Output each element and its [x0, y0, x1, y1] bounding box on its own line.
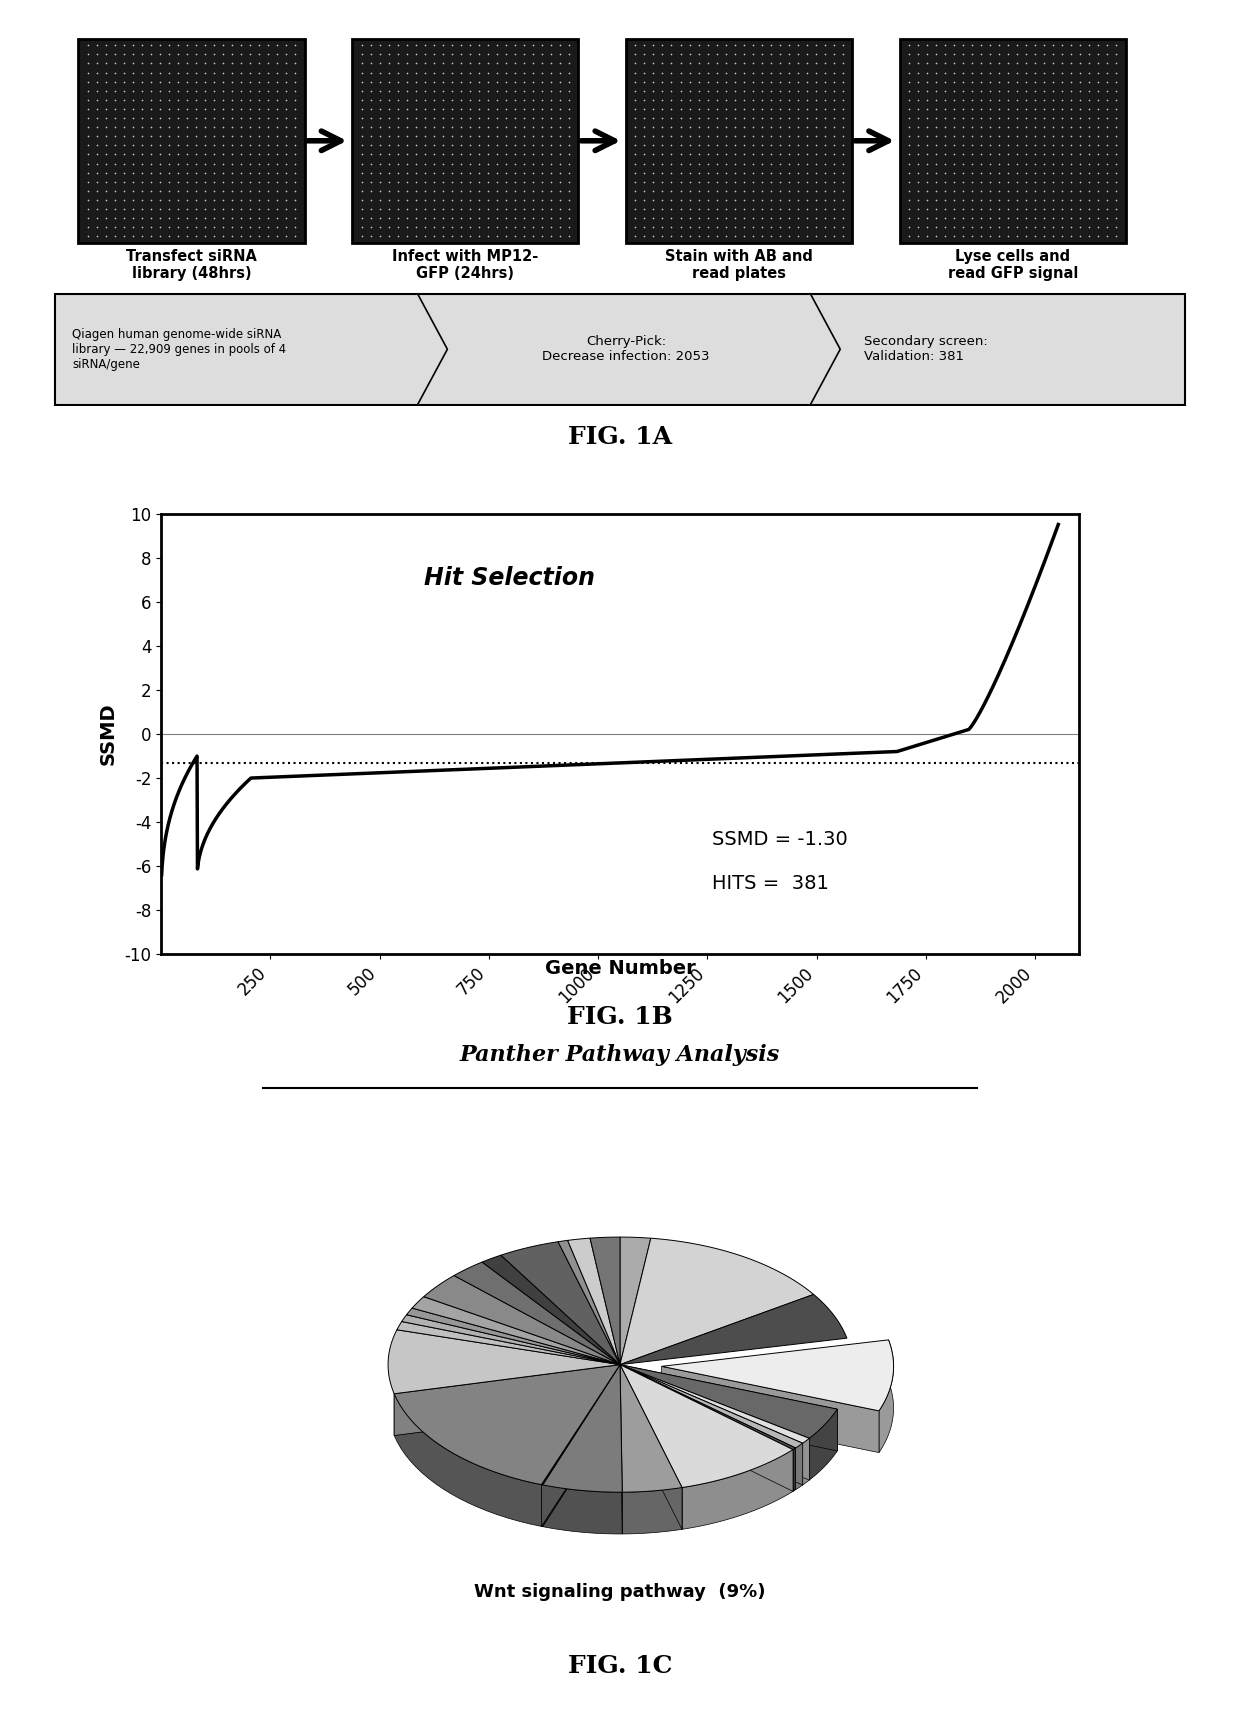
Polygon shape: [620, 1364, 802, 1485]
Polygon shape: [543, 1364, 620, 1527]
Polygon shape: [620, 1364, 796, 1490]
Polygon shape: [620, 1364, 802, 1447]
Polygon shape: [402, 1314, 620, 1364]
Polygon shape: [407, 1309, 620, 1364]
Text: Wnt signaling pathway  (9%): Wnt signaling pathway (9%): [474, 1584, 766, 1601]
FancyBboxPatch shape: [55, 294, 1185, 405]
Polygon shape: [622, 1487, 682, 1534]
Polygon shape: [620, 1364, 794, 1487]
Polygon shape: [394, 1364, 620, 1485]
Polygon shape: [620, 1364, 837, 1439]
Polygon shape: [620, 1364, 622, 1534]
Polygon shape: [542, 1364, 620, 1527]
Text: Stain with AB and
read plates: Stain with AB and read plates: [665, 249, 813, 282]
Polygon shape: [543, 1364, 622, 1492]
Polygon shape: [454, 1262, 620, 1364]
Polygon shape: [620, 1364, 682, 1492]
Polygon shape: [543, 1364, 620, 1527]
Polygon shape: [620, 1364, 682, 1530]
Text: Hit Selection: Hit Selection: [424, 567, 595, 590]
Text: Gene Number: Gene Number: [544, 960, 696, 977]
Polygon shape: [388, 1330, 620, 1394]
Polygon shape: [620, 1236, 651, 1364]
FancyBboxPatch shape: [352, 40, 578, 242]
Polygon shape: [394, 1394, 542, 1527]
Polygon shape: [662, 1340, 894, 1411]
Polygon shape: [412, 1297, 620, 1364]
Polygon shape: [620, 1364, 622, 1534]
Polygon shape: [542, 1485, 543, 1527]
Text: Qiagen human genome-wide siRNA
library — 22,909 genes in pools of 4
siRNA/gene: Qiagen human genome-wide siRNA library —…: [72, 329, 286, 370]
Polygon shape: [542, 1364, 620, 1485]
Text: Panther Pathway Analysis: Panther Pathway Analysis: [460, 1044, 780, 1065]
Polygon shape: [501, 1241, 620, 1364]
Polygon shape: [620, 1238, 813, 1364]
Polygon shape: [794, 1447, 796, 1492]
Text: FIG. 1A: FIG. 1A: [568, 425, 672, 450]
Polygon shape: [424, 1276, 620, 1364]
Polygon shape: [620, 1364, 810, 1480]
FancyBboxPatch shape: [626, 40, 852, 242]
Polygon shape: [620, 1364, 810, 1444]
Polygon shape: [590, 1236, 620, 1364]
Polygon shape: [397, 1321, 620, 1364]
Text: Infect with MP12-
GFP (24hrs): Infect with MP12- GFP (24hrs): [392, 249, 538, 282]
Polygon shape: [394, 1364, 620, 1435]
Polygon shape: [620, 1364, 810, 1480]
FancyBboxPatch shape: [78, 40, 305, 242]
Polygon shape: [620, 1364, 682, 1530]
Polygon shape: [620, 1364, 802, 1485]
Polygon shape: [620, 1364, 794, 1492]
Polygon shape: [620, 1364, 796, 1490]
Polygon shape: [568, 1238, 620, 1364]
Polygon shape: [662, 1366, 879, 1452]
Polygon shape: [879, 1340, 894, 1452]
Polygon shape: [811, 294, 841, 405]
Text: Transfect siRNA
library (48hrs): Transfect siRNA library (48hrs): [126, 249, 257, 282]
Text: Secondary screen:
Validation: 381: Secondary screen: Validation: 381: [864, 335, 988, 363]
Polygon shape: [682, 1449, 794, 1530]
Polygon shape: [542, 1364, 620, 1527]
Polygon shape: [620, 1364, 796, 1449]
Polygon shape: [796, 1444, 802, 1490]
Text: HITS =  381: HITS = 381: [712, 875, 828, 894]
Text: FIG. 1B: FIG. 1B: [567, 1005, 673, 1029]
Text: SSMD = -1.30: SSMD = -1.30: [712, 830, 847, 849]
Polygon shape: [558, 1240, 620, 1364]
Polygon shape: [482, 1255, 620, 1364]
Text: FIG. 1C: FIG. 1C: [568, 1655, 672, 1679]
Text: Lyse cells and
read GFP signal: Lyse cells and read GFP signal: [947, 249, 1078, 282]
Y-axis label: SSMD: SSMD: [98, 702, 118, 766]
Polygon shape: [620, 1295, 847, 1364]
Polygon shape: [802, 1439, 810, 1485]
Polygon shape: [620, 1364, 837, 1451]
Polygon shape: [418, 294, 448, 405]
Polygon shape: [543, 1485, 622, 1534]
Polygon shape: [620, 1364, 794, 1492]
Polygon shape: [394, 1364, 620, 1435]
Text: Cherry-Pick:
Decrease infection: 2053: Cherry-Pick: Decrease infection: 2053: [542, 335, 709, 363]
FancyBboxPatch shape: [900, 40, 1126, 242]
Polygon shape: [810, 1409, 837, 1480]
